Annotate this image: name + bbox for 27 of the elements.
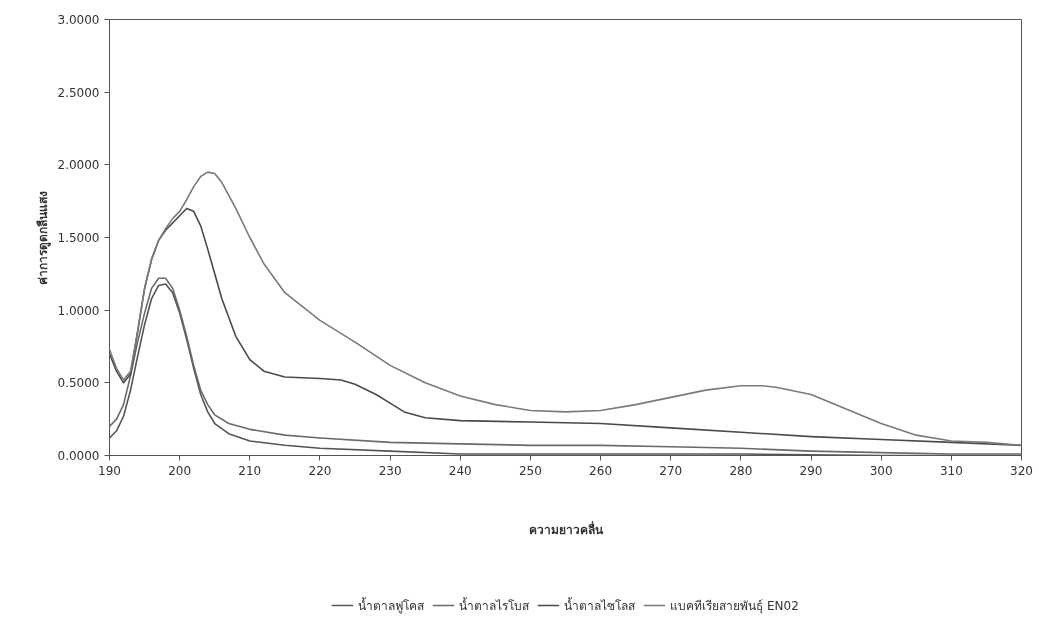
y-tick-label: 3.0000 [57,13,100,27]
x-axis-title: ความยาวคลื่น [528,520,604,537]
x-tick-label: 210 [238,463,262,478]
y-axis-title: ค่าการดูดกลืนแสง [35,190,51,285]
legend-label: น้ำตาลไรโบส [459,596,530,615]
y-tick-label: 0.0000 [57,449,100,463]
x-tick-label: 220 [308,463,332,478]
y-tick-label: 2.0000 [57,158,100,173]
y-tick-label: 1.5000 [57,231,100,245]
y-tick-label: 2.5000 [57,85,100,100]
y-tick-label: 0.5000 [57,376,100,391]
x-tick-label: 310 [939,463,963,478]
legend-label: แบคทีเรียสายพันธุ์ EN02 [670,597,799,615]
legend-label: น้ำตาลฟูโคส [358,596,425,615]
x-tick-label: 190 [98,463,121,478]
x-tick-label: 200 [168,463,192,478]
x-tick-label: 300 [869,463,893,478]
x-tick-label: 230 [378,463,402,478]
x-tick-label: 280 [729,463,753,478]
x-tick-label: 270 [659,463,683,478]
x-tick-label: 320 [1010,463,1033,478]
x-tick-label: 240 [448,463,472,478]
x-tick-label: 260 [589,463,613,478]
x-tick-label: 290 [799,463,823,478]
legend-label: น้ำตาลไซโลส [564,596,636,615]
x-tick-label: 250 [518,463,542,478]
y-tick-label: 1.0000 [57,303,100,318]
